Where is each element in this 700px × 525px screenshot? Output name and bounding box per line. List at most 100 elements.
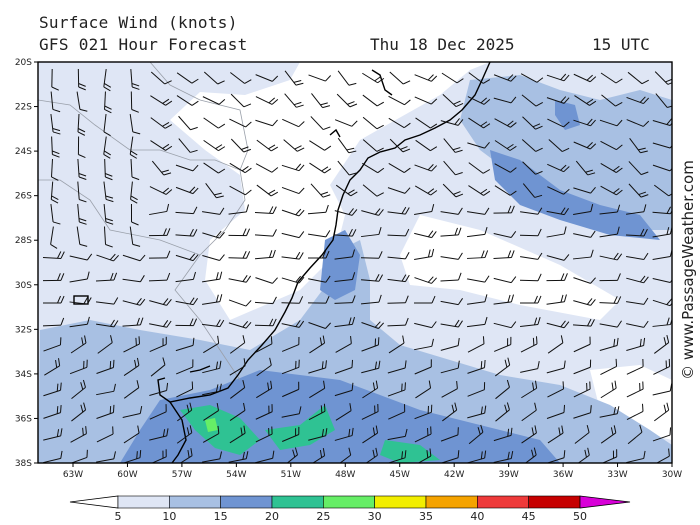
wind-barb xyxy=(440,338,460,351)
wind-barb xyxy=(522,116,543,130)
wind-barb xyxy=(43,382,62,397)
wind-barb xyxy=(202,207,225,215)
wind-barb xyxy=(129,114,141,135)
legend-tick-label: 10 xyxy=(162,510,176,523)
wind-barb xyxy=(282,118,305,128)
color-legend: 5 10 15 20 25 30 35 40 45 50 xyxy=(69,495,631,523)
wind-barb xyxy=(50,226,58,249)
wind-barb xyxy=(177,402,193,422)
wind-barb xyxy=(282,381,300,398)
wind-barb xyxy=(521,139,543,152)
wind-barb xyxy=(130,158,140,181)
legend-swatch xyxy=(425,495,478,509)
wind-barb xyxy=(626,119,650,127)
wind-barb xyxy=(573,277,596,284)
wind-barb xyxy=(360,294,382,305)
wind-barb xyxy=(388,404,406,420)
wind-barb xyxy=(175,206,198,215)
wind-barb xyxy=(122,317,144,327)
wind-barb xyxy=(519,228,542,237)
wind-barb xyxy=(654,335,670,354)
wind-barb xyxy=(103,69,112,92)
wind-barb xyxy=(414,185,438,196)
wind-barb xyxy=(387,382,406,397)
wind-barb xyxy=(575,160,596,176)
wind-barb xyxy=(546,294,567,305)
wind-barb xyxy=(176,95,199,106)
wind-barb xyxy=(625,228,648,237)
wind-barb xyxy=(176,425,193,444)
wind-barb xyxy=(76,226,88,247)
wind-barb xyxy=(255,336,273,353)
wind-barb xyxy=(520,252,543,260)
latitude-axis: 20S 22S 24S 26S 28S 30S 32S 34S 36S 38S xyxy=(15,58,38,469)
wind-barb xyxy=(334,228,357,237)
wind-barb xyxy=(572,249,594,260)
wind-barb xyxy=(69,271,90,283)
wind-barbs xyxy=(42,68,672,463)
wind-barb xyxy=(335,184,358,197)
wind-barb xyxy=(96,383,116,396)
wind-barb xyxy=(71,402,87,422)
wind-barb xyxy=(149,428,169,441)
wind-barb xyxy=(600,72,623,84)
wind-barb xyxy=(414,248,435,261)
wind-barb xyxy=(255,450,275,463)
wind-barb xyxy=(629,137,648,154)
wind-barb xyxy=(362,425,379,444)
wind-barb xyxy=(493,231,517,238)
wind-barb xyxy=(599,337,619,351)
wind-barb xyxy=(414,426,432,443)
lon-tick-label: 54W xyxy=(226,470,246,480)
lon-tick-label: 51W xyxy=(281,470,301,480)
wind-barb xyxy=(70,426,87,443)
wind-barb xyxy=(442,94,464,108)
wind-barb xyxy=(547,335,564,354)
wind-barb xyxy=(255,404,273,420)
wind-barb xyxy=(599,226,620,238)
wind-barb xyxy=(599,119,623,127)
wind-barb xyxy=(281,296,304,304)
legend-swatch xyxy=(528,495,581,509)
wind-barb xyxy=(361,226,382,238)
wind-barb xyxy=(254,206,277,214)
wind-barb xyxy=(229,118,252,128)
wind-barb xyxy=(414,338,434,351)
legend-swatch xyxy=(374,495,427,509)
lon-tick-label: 36W xyxy=(553,470,573,480)
wind-barb xyxy=(495,357,511,377)
wind-barb xyxy=(281,320,305,328)
legend-tick-label: 25 xyxy=(316,510,330,523)
wind-barb xyxy=(310,183,331,198)
wind-barb xyxy=(150,95,173,106)
wind-barb xyxy=(441,72,464,84)
wind-barb xyxy=(175,297,198,306)
wind-barb xyxy=(388,95,411,106)
wind-barb xyxy=(389,138,411,153)
legend-tick-label: 45 xyxy=(522,510,536,523)
wind-barb xyxy=(493,321,517,329)
wind-barb xyxy=(334,382,354,397)
wind-barb xyxy=(362,447,378,463)
wind-barb xyxy=(205,182,224,199)
wind-barb xyxy=(360,274,384,282)
wind-barb xyxy=(150,140,173,151)
wind-barb xyxy=(283,139,305,152)
lon-tick-label: 45W xyxy=(390,470,410,480)
wind-barb xyxy=(96,297,119,305)
wind-barb xyxy=(311,93,331,109)
wind-barb xyxy=(69,316,90,328)
wind-barb xyxy=(468,185,491,196)
wind-barb xyxy=(255,119,278,127)
wind-barb xyxy=(574,447,590,463)
wind-barb xyxy=(573,73,597,83)
wind-barb xyxy=(599,273,621,282)
longitude-axis: 63W 60W 57W 54W 51W 48W 45W 42W 39W 36W 33W 30W xyxy=(63,463,682,480)
wind-barb xyxy=(175,359,194,375)
wind-barb xyxy=(43,450,63,463)
wind-barb xyxy=(467,382,486,397)
wind-barb xyxy=(600,380,617,399)
wind-barb xyxy=(387,274,410,283)
wind-barb xyxy=(362,380,379,399)
band-15-20 xyxy=(490,150,660,240)
